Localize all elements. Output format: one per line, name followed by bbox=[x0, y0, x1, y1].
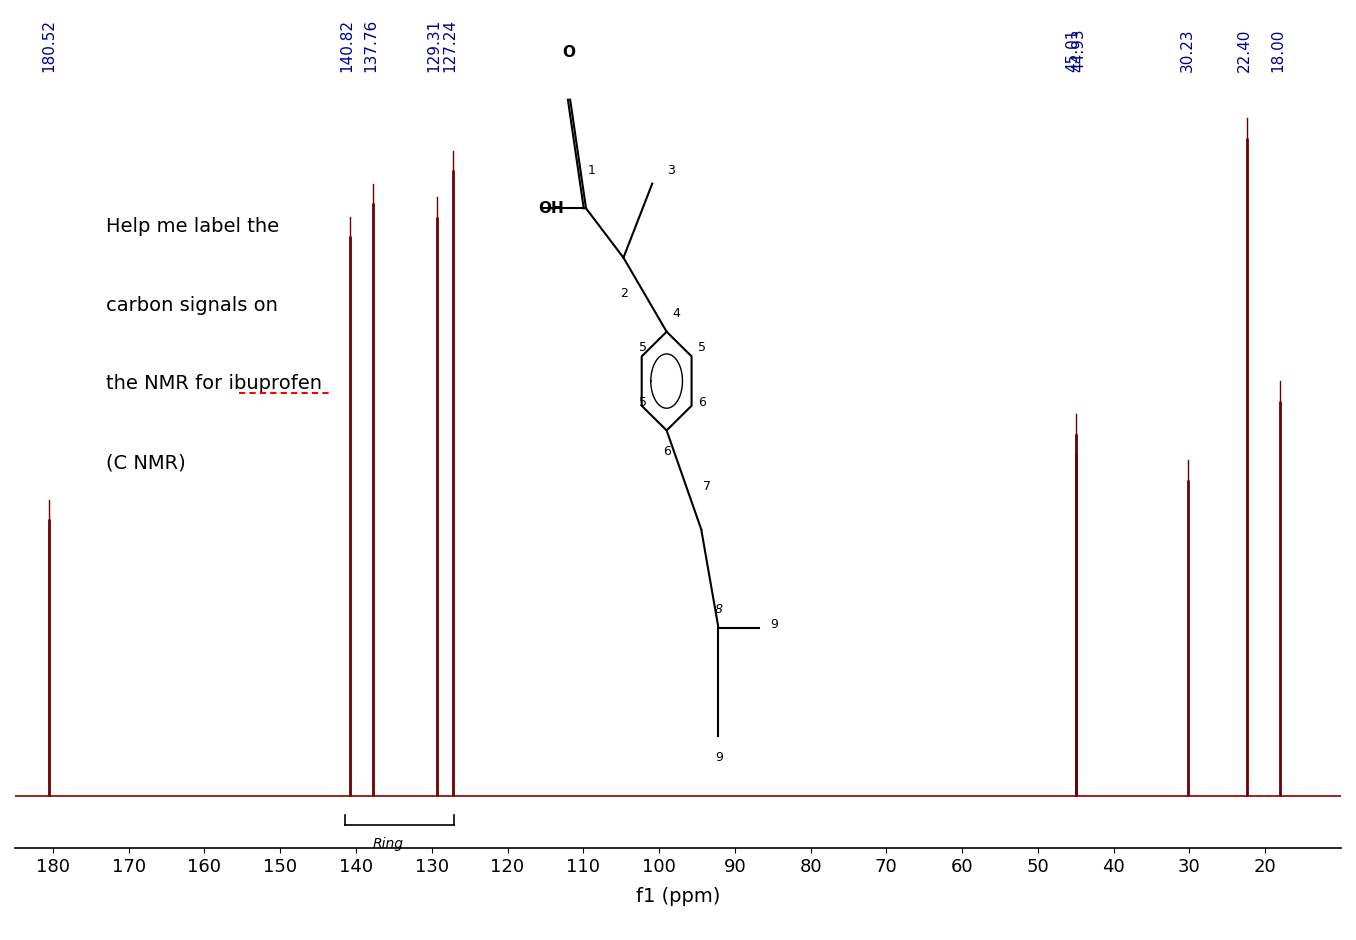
Text: 18.00: 18.00 bbox=[1271, 28, 1285, 71]
Text: 1: 1 bbox=[587, 164, 595, 177]
Text: 8: 8 bbox=[715, 603, 723, 616]
Text: O: O bbox=[563, 45, 575, 60]
Text: 137.76: 137.76 bbox=[363, 19, 378, 71]
Text: 30.23: 30.23 bbox=[1180, 28, 1195, 71]
Text: OH: OH bbox=[538, 201, 564, 216]
Text: Ring: Ring bbox=[373, 838, 404, 852]
Text: 140.82: 140.82 bbox=[339, 19, 354, 71]
Text: 5: 5 bbox=[698, 341, 706, 354]
Text: 2: 2 bbox=[621, 287, 628, 300]
Text: 22.40: 22.40 bbox=[1237, 28, 1252, 71]
Text: 6: 6 bbox=[663, 446, 671, 458]
Text: 7: 7 bbox=[702, 479, 711, 493]
Text: 45.01: 45.01 bbox=[1066, 28, 1081, 71]
Text: the NMR for ibuprofen: the NMR for ibuprofen bbox=[106, 374, 321, 394]
Text: 3: 3 bbox=[667, 164, 674, 177]
Text: 6: 6 bbox=[698, 396, 706, 409]
Text: 129.31: 129.31 bbox=[427, 19, 442, 71]
Text: Help me label the: Help me label the bbox=[106, 216, 279, 236]
Text: 5: 5 bbox=[639, 341, 647, 354]
Text: 180.52: 180.52 bbox=[42, 19, 57, 71]
Text: carbon signals on: carbon signals on bbox=[106, 295, 278, 315]
Text: 127.24: 127.24 bbox=[442, 19, 457, 71]
Text: 9: 9 bbox=[770, 618, 778, 631]
Text: 9: 9 bbox=[716, 751, 724, 764]
Text: 44.93: 44.93 bbox=[1071, 28, 1086, 71]
X-axis label: f1 (ppm): f1 (ppm) bbox=[636, 887, 720, 906]
Text: 4: 4 bbox=[673, 306, 681, 320]
Text: 5: 5 bbox=[639, 396, 647, 409]
Text: (C NMR): (C NMR) bbox=[106, 453, 186, 473]
